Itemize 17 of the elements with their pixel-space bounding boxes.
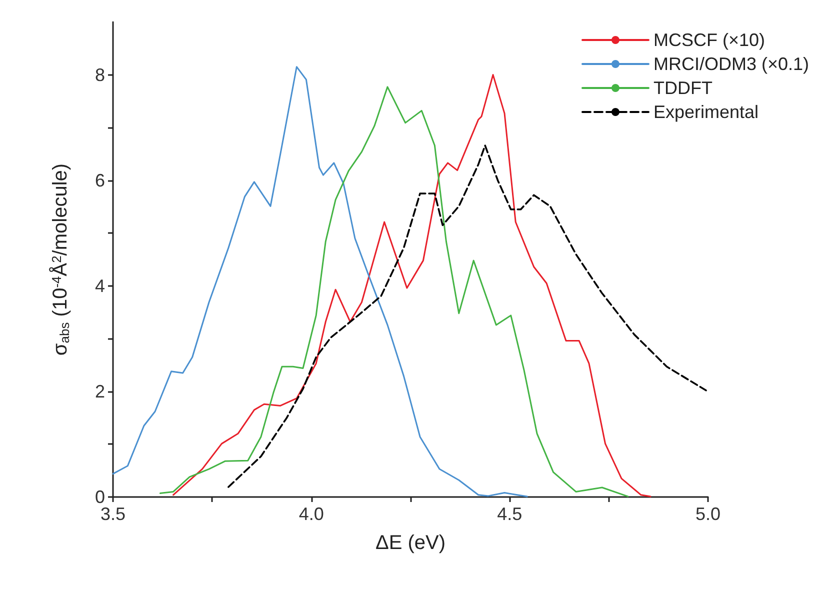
x-tick-label: 3.5 xyxy=(100,504,126,524)
y-axis-title: σabs (10-4Å2/molecule) xyxy=(48,163,72,356)
text: 5.0 xyxy=(695,504,721,524)
y-tick-label: 2 xyxy=(94,381,105,402)
legend-label: MRCI/ODM3 (×0.1) xyxy=(653,54,810,74)
y-tick-label: 8 xyxy=(94,64,105,85)
y-tick-label: 0 xyxy=(94,487,105,507)
y-tick-label: 6 xyxy=(94,170,105,190)
text: 4.0 xyxy=(298,504,324,524)
line-series xyxy=(228,144,707,488)
x-axis-title: ΔE (eV) xyxy=(375,532,446,554)
y-tick-label: 4 xyxy=(94,276,105,296)
legend-label: TDDFT xyxy=(653,78,712,98)
legend-label: MCSCF (×10) xyxy=(653,30,765,50)
line-series xyxy=(112,66,528,498)
x-tick-label: 4.5 xyxy=(497,504,522,524)
legend-label: Experimental xyxy=(653,102,759,122)
